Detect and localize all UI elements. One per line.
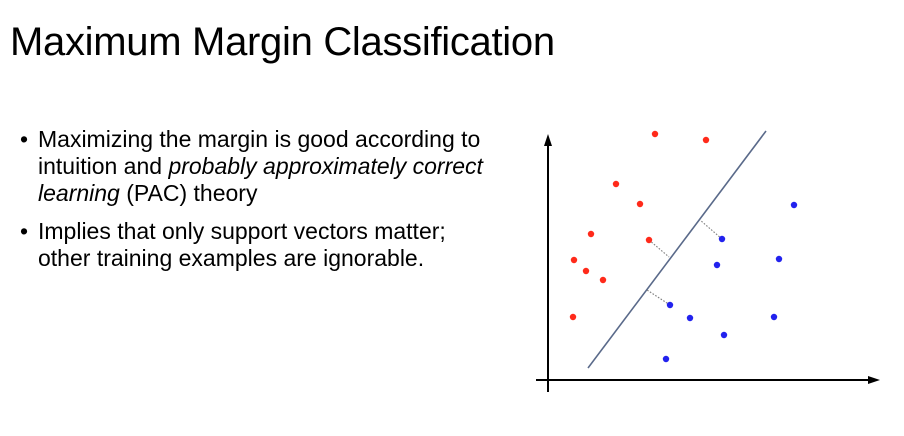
data-points-group [569,130,798,363]
x-axis-arrowhead [868,376,880,384]
bullet-list: • Maximizing the margin is good accordin… [20,126,490,283]
class-b-point [790,201,798,209]
margin-lines-group [646,219,723,306]
class-a-point [582,267,590,275]
y-axis-arrowhead [544,134,552,146]
bullet-text: Maximizing the margin is good according … [38,126,483,206]
axes [536,134,880,392]
class-b-point [718,235,726,243]
class-b-point [720,331,728,339]
class-b-point [666,301,674,309]
class-b-point [713,261,721,269]
text-segment: Maximizing the margin is good according … [38,126,481,179]
margin-distance-line [646,289,671,306]
class-a-point [570,256,578,264]
class-b-point [775,255,783,263]
bullet-text: Implies that only support vectors matter… [38,218,446,271]
bullet-marker: • [20,126,29,152]
class-a-point [702,136,710,144]
class-b-point [662,355,670,363]
class-a-point [599,276,607,284]
class-a-point [612,180,620,188]
text-segment: Implies that only support vectors matter… [38,218,446,271]
text-segment: (PAC) theory [119,180,258,206]
class-b-point [686,314,694,322]
class-a-point [651,130,659,138]
bullet-item-1: • Maximizing the margin is good accordin… [20,126,490,207]
margin-distance-line [648,239,670,258]
class-a-point [587,230,595,238]
decision-boundary-line [587,130,767,369]
class-a-point [636,200,644,208]
italic-text-segment: probably approximately correct learning [38,153,483,206]
bullet-item-2: • Implies that only support vectors matt… [20,218,490,272]
margin-distance-line [699,219,723,240]
page-title: Maximum Margin Classification [10,20,555,64]
decision-boundary-group [587,130,767,369]
class-b-point [770,313,778,321]
class-a-point [645,236,653,244]
class-a-point [569,313,577,321]
bullet-marker: • [20,218,29,244]
